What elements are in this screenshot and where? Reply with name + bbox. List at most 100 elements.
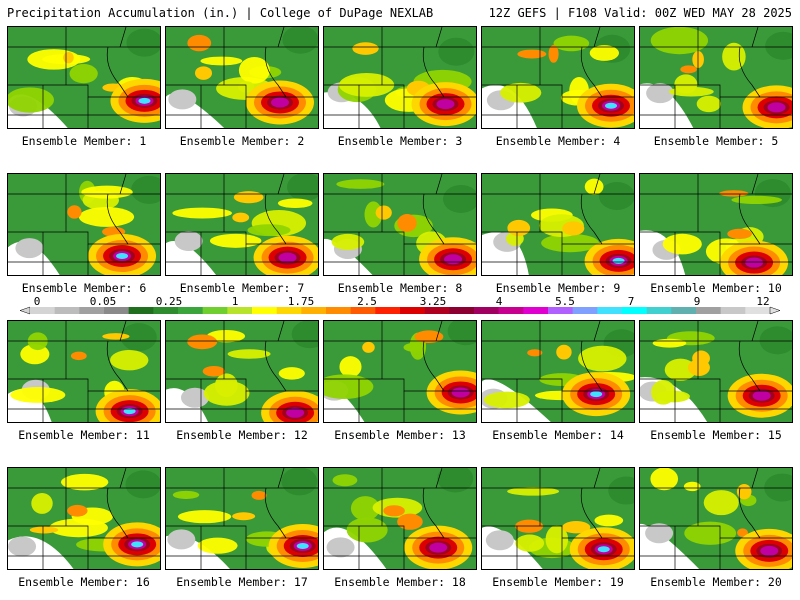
- ensemble-member-label: Ensemble Member: 12: [176, 428, 308, 442]
- colorbar-tick-label: 5.5: [555, 296, 575, 308]
- colorbar-tick-label: 0.25: [156, 296, 183, 308]
- ensemble-member-map: [165, 467, 319, 570]
- colorbar-tick-label: 2.5: [357, 296, 377, 308]
- ensemble-member-label: Ensemble Member: 7: [179, 281, 305, 295]
- colorbar-swatch: [375, 307, 401, 314]
- colorbar-swatch: [153, 307, 179, 314]
- colorbar-swatch: [720, 307, 746, 314]
- ensemble-member-label: Ensemble Member: 19: [492, 575, 624, 589]
- precipitation-field: [482, 468, 634, 569]
- ensemble-member-map: [481, 467, 635, 570]
- ensemble-member-map: [7, 173, 161, 276]
- map-title: Precipitation Accumulation (in.) | Colle…: [7, 6, 434, 20]
- colorbar-min-arrow: [19, 306, 31, 315]
- ensemble-member-label: Ensemble Member: 6: [21, 281, 147, 295]
- precipitation-colorbar: 0 0.05 0.25 1 1.75 2.5 3.25 4 5.5 7 9 12: [19, 296, 781, 315]
- colorbar-tick-label: 7: [628, 296, 635, 308]
- ensemble-member-label: Ensemble Member: 4: [495, 134, 621, 148]
- colorbar-swatch: [548, 307, 573, 314]
- ensemble-member-map: [323, 467, 477, 570]
- colorbar-swatch: [745, 307, 771, 314]
- precipitation-field: [8, 174, 160, 275]
- ensemble-member-label: Ensemble Member: 13: [334, 428, 466, 442]
- colorbar-tick-label: 0: [34, 296, 41, 308]
- ensemble-member-label: Ensemble Member: 10: [650, 281, 782, 295]
- precipitation-field: [166, 321, 318, 422]
- ensemble-member-label: Ensemble Member: 15: [650, 428, 782, 442]
- precipitation-field: [482, 321, 634, 422]
- colorbar-swatch: [474, 307, 499, 314]
- colorbar-swatch: [449, 307, 475, 314]
- ensemble-member-map: [323, 173, 477, 276]
- ensemble-member-map: [639, 467, 793, 570]
- precipitation-field: [8, 468, 160, 569]
- colorbar-swatch: [597, 307, 623, 314]
- colorbar-max-arrow: [769, 306, 781, 315]
- colorbar-swatch: [227, 307, 253, 314]
- colorbar-swatch: [276, 307, 302, 314]
- colorbar-swatch: [30, 307, 55, 314]
- colorbar-swatch: [54, 307, 80, 314]
- precipitation-field: [324, 174, 476, 275]
- ensemble-member-label: Ensemble Member: 11: [18, 428, 150, 442]
- ensemble-member-label: Ensemble Member: 17: [176, 575, 308, 589]
- colorbar-swatch: [128, 307, 154, 314]
- ensemble-member-map: [323, 320, 477, 423]
- ensemble-member-label: Ensemble Member: 18: [334, 575, 466, 589]
- ensemble-member-map: [639, 173, 793, 276]
- ensemble-member-label: Ensemble Member: 14: [492, 428, 624, 442]
- colorbar-swatch: [696, 307, 721, 314]
- ensemble-member-label: Ensemble Member: 16: [18, 575, 150, 589]
- precipitation-field: [482, 27, 634, 128]
- precipitation-field: [166, 468, 318, 569]
- precipitation-field: [324, 321, 476, 422]
- colorbar-tick-label: 1.75: [288, 296, 315, 308]
- colorbar-tick-label: 3.25: [420, 296, 447, 308]
- ensemble-member-label: Ensemble Member: 1: [21, 134, 147, 148]
- colorbar-swatch: [202, 307, 228, 314]
- ensemble-member-map: [165, 320, 319, 423]
- precipitation-field: [640, 27, 792, 128]
- colorbar-swatch: [523, 307, 549, 314]
- precipitation-field: [324, 468, 476, 569]
- ensemble-member-label: Ensemble Member: 8: [337, 281, 463, 295]
- colorbar-swatch: [400, 307, 425, 314]
- ensemble-member-map: [165, 26, 319, 129]
- colorbar-swatch: [424, 307, 450, 314]
- precipitation-field: [166, 27, 318, 128]
- ensemble-member-map: [481, 320, 635, 423]
- ensemble-member-label: Ensemble Member: 3: [337, 134, 463, 148]
- precipitation-field: [166, 174, 318, 275]
- colorbar-swatch: [326, 307, 351, 314]
- model-valid-time: 12Z GEFS | F108 Valid: 00Z WED MAY 28 20…: [488, 6, 792, 20]
- ensemble-member-map: [7, 26, 161, 129]
- colorbar-swatch: [572, 307, 598, 314]
- ensemble-member-label: Ensemble Member: 2: [179, 134, 305, 148]
- precipitation-field: [8, 27, 160, 128]
- ensemble-member-map: [639, 320, 793, 423]
- colorbar-swatch: [104, 307, 129, 314]
- colorbar-tick-label: 4: [496, 296, 503, 308]
- colorbar-tick-label: 12: [756, 296, 769, 308]
- precipitation-field: [640, 321, 792, 422]
- ensemble-member-map: [165, 173, 319, 276]
- precipitation-field: [324, 27, 476, 128]
- colorbar-tick-label: 9: [694, 296, 701, 308]
- colorbar-tick-label: 1: [232, 296, 239, 308]
- colorbar-swatch: [671, 307, 697, 314]
- colorbar-swatch: [252, 307, 277, 314]
- ensemble-member-map: [7, 320, 161, 423]
- colorbar-tick-label: 0.05: [90, 296, 117, 308]
- precipitation-field: [8, 321, 160, 422]
- ensemble-member-label: Ensemble Member: 9: [495, 281, 621, 295]
- ensemble-member-label: Ensemble Member: 20: [650, 575, 782, 589]
- ensemble-member-label: Ensemble Member: 5: [653, 134, 779, 148]
- colorbar-swatch: [79, 307, 105, 314]
- colorbar-swatch: [622, 307, 647, 314]
- colorbar-swatch: [350, 307, 376, 314]
- precipitation-field: [640, 174, 792, 275]
- ensemble-member-map: [639, 26, 793, 129]
- ensemble-member-map: [7, 467, 161, 570]
- ensemble-member-map: [323, 26, 477, 129]
- ensemble-member-map: [481, 173, 635, 276]
